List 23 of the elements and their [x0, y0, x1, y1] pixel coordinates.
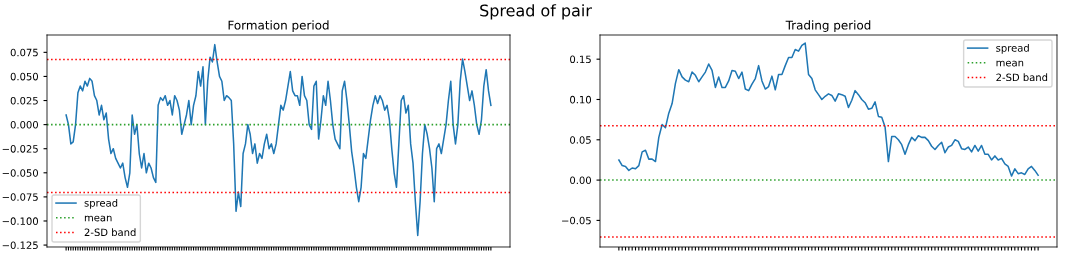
- y-tick-label: −0.025: [2, 145, 38, 153]
- legend-label: spread: [84, 198, 118, 209]
- legend-label: 2-SD band: [84, 228, 136, 237]
- y-tick-label: −0.100: [2, 217, 38, 225]
- legend-label: mean: [84, 215, 112, 222]
- y-tick-label: 0.15: [570, 55, 591, 64]
- chart-subtitle: Formation period: [228, 20, 329, 32]
- legend-label: mean: [996, 60, 1024, 67]
- y-tick-label: 0.000: [10, 121, 38, 129]
- text: Spread of pair: [480, 4, 592, 20]
- y-tick-label: −0.050: [2, 169, 38, 177]
- y-tick-label: −0.075: [2, 193, 38, 201]
- y-tick-label: 0.00: [570, 176, 591, 185]
- y-tick-label: 0.025: [10, 96, 38, 105]
- legend-label: spread: [996, 44, 1029, 54]
- y-tick-label: 0.075: [10, 48, 38, 57]
- y-tick-label: 0.05: [570, 136, 591, 144]
- y-tick-label: −0.05: [562, 216, 591, 225]
- y-tick-label: 0.10: [570, 95, 591, 104]
- y-tick-label: 0.050: [10, 72, 38, 81]
- chart-subtitle: Trading period: [785, 20, 871, 32]
- legend-label: 2-SD band: [996, 73, 1048, 82]
- y-tick-label: −0.125: [2, 241, 38, 250]
